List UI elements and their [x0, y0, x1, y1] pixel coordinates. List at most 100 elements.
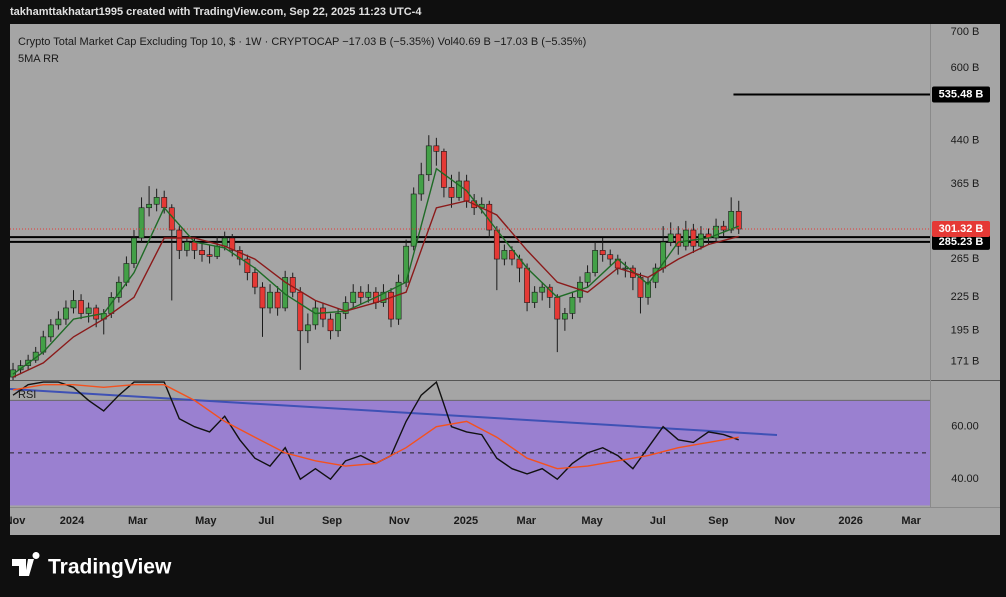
candle-body [728, 211, 735, 231]
candle-body [554, 297, 561, 320]
candle-body [433, 145, 440, 152]
candle-body [690, 229, 697, 247]
candle-body [448, 187, 455, 198]
y-tick-label: 195 B [951, 325, 980, 337]
candle-body [138, 207, 145, 239]
candle-body [350, 291, 357, 303]
candle-body [236, 250, 243, 260]
candle-body [418, 174, 425, 195]
candle-body [720, 225, 727, 231]
x-tick-label: Mar [128, 515, 148, 527]
candle-body [509, 250, 515, 260]
y-tick-label: 225 B [951, 291, 980, 303]
candle-body [622, 267, 629, 270]
last-price-label: 301.32 B [939, 223, 984, 235]
level-label: 285.23 B [939, 236, 984, 248]
candle-body [569, 297, 576, 314]
last-price-box [932, 221, 990, 238]
candle-body [304, 324, 311, 332]
header: takhamttakhatart1995 created with Tradin… [10, 6, 422, 18]
x-tick-label: Mar [517, 515, 537, 527]
candle-body [561, 313, 568, 320]
candle-body [380, 291, 387, 303]
candle-body [667, 233, 674, 243]
candle-body [493, 229, 500, 260]
candle-body [183, 241, 190, 251]
pane-label: RSI [18, 389, 36, 401]
candle-body [645, 281, 651, 298]
candle-body [456, 180, 462, 198]
y-tick-label: 600 B [951, 62, 980, 74]
chart-subtitle: 5MA RR [18, 53, 59, 65]
candle-body [153, 197, 160, 205]
candle-body [637, 277, 644, 298]
series-line [12, 200, 739, 378]
y-tick-label: 60.00 [951, 421, 979, 433]
x-tick-label: Sep [708, 515, 728, 527]
x-tick-label: 2025 [454, 515, 478, 527]
candle-body [93, 307, 100, 320]
series-line [12, 167, 739, 375]
candle-body [539, 286, 546, 293]
candle-body [357, 291, 364, 298]
logo-text: TradingView [48, 556, 172, 579]
candle-body [206, 254, 213, 257]
candle-body [259, 286, 266, 309]
candle-body [289, 277, 296, 293]
trend-line [10, 388, 778, 436]
x-tick-label: Mar [901, 515, 921, 527]
candle-body [713, 225, 719, 239]
y-tick-label: 700 B [951, 26, 980, 38]
candle-body [410, 193, 417, 247]
y-tick-label: 265 B [951, 253, 980, 265]
candle-body [342, 302, 349, 314]
level-label-box [932, 86, 990, 103]
candle-body [682, 229, 689, 247]
x-tick-label: Sep [322, 515, 342, 527]
candle-body [221, 237, 228, 247]
candle-body [297, 291, 304, 332]
candle-body [735, 211, 742, 230]
chart-title: Crypto Total Market Cap Excluding Top 10… [18, 36, 586, 48]
candle-body [146, 203, 152, 209]
x-tick-label: May [581, 515, 603, 527]
candle-body [63, 307, 69, 320]
candle-body [55, 318, 62, 326]
level-label: 535.48 B [939, 88, 984, 100]
y-tick-label: 40.00 [951, 473, 979, 485]
level-label-box [932, 233, 990, 250]
x-tick-label: Nov [389, 515, 411, 527]
candle-body [244, 258, 251, 273]
tradingview-logo: TradingView [12, 552, 172, 579]
rsi-pane: RSI [10, 381, 930, 506]
candle-body [70, 300, 77, 309]
x-tick-label: May [195, 515, 217, 527]
time-axis: Nov 2024 Mar May Jul Sep Nov 2025 Mar May Jul Sep No… [10, 515, 922, 527]
candle-body [698, 233, 704, 247]
candle-body [395, 281, 402, 320]
x-tick-label: 2024 [60, 515, 85, 527]
candle-body [584, 272, 591, 283]
price-axis: 700 B 600 B 440 B 365 B 265 B 225 B 195 B 171 B… [932, 26, 990, 485]
candle-body [441, 151, 447, 188]
candle-body [191, 241, 198, 251]
y-tick-label: 365 B [951, 178, 980, 190]
candle-body [365, 291, 372, 298]
candle-body [47, 324, 54, 338]
candle-body [501, 250, 508, 260]
candle-body [607, 254, 614, 260]
y-tick-label: 440 B [951, 134, 980, 146]
x-tick-label: 2026 [838, 515, 862, 527]
x-tick-label: Jul [258, 515, 274, 527]
candle-body [176, 229, 183, 251]
candle-body [524, 267, 530, 303]
candle-body [252, 272, 258, 288]
candle-body [267, 291, 273, 309]
x-tick-label: Nov [774, 515, 796, 527]
candle-body [425, 145, 432, 176]
logo-icon [12, 552, 40, 576]
candle-body [131, 237, 137, 264]
y-tick-label: 171 B [951, 355, 980, 367]
